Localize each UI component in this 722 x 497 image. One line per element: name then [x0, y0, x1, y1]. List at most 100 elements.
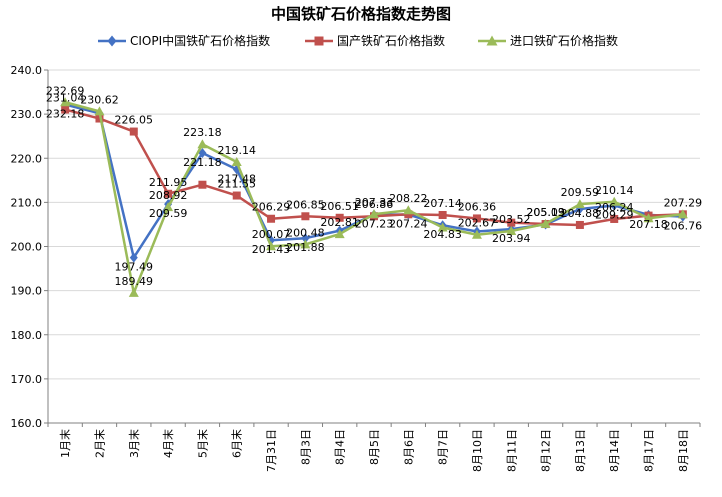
data-point [643, 213, 654, 223]
data-point [60, 97, 71, 107]
data-point [267, 214, 276, 223]
legend-label-2: 国产铁矿石价格指数 [337, 33, 445, 48]
data-label: 207.18 [629, 218, 668, 231]
legend-marker-3 [486, 35, 498, 46]
chart-title: 中国铁矿石价格指数走势图 [271, 5, 451, 23]
data-label: 202.81 [320, 216, 359, 229]
data-label: 206.51 [320, 200, 359, 213]
data-label: 208.22 [389, 192, 428, 205]
data-label: 205.09 [526, 206, 565, 219]
x-tick-label: 2月末 [92, 429, 106, 458]
x-tick-label: 8月14日 [608, 429, 621, 472]
legend-marker-1 [107, 35, 117, 47]
data-label: 197.49 [115, 261, 154, 274]
data-label: 226.05 [115, 114, 154, 127]
data-point [61, 105, 70, 114]
data-point [164, 189, 173, 198]
data-label: 204.83 [423, 228, 462, 241]
x-tick-label: 4月末 [161, 429, 175, 458]
data-label: 223.18 [183, 126, 222, 139]
data-point [232, 191, 241, 200]
data-label: 208.92 [149, 189, 188, 202]
x-tick-label: 8月6日 [402, 429, 415, 465]
data-label: 219.14 [217, 144, 256, 157]
data-point [575, 220, 584, 229]
data-point [266, 241, 277, 251]
data-label: 209.29 [595, 209, 634, 222]
data-label: 209.59 [149, 207, 188, 220]
data-label: 211.95 [149, 176, 188, 189]
data-point [301, 233, 310, 244]
data-point [231, 157, 242, 167]
data-point [129, 127, 138, 136]
data-label: 200.07 [252, 228, 291, 241]
x-tick-label: 8月3日 [299, 429, 312, 465]
data-label: 217.48 [217, 172, 256, 185]
data-point [574, 199, 585, 209]
y-tick-label: 190.0 [11, 285, 43, 298]
legend-label-1: CIOPI中国铁矿石价格指数 [130, 33, 270, 48]
data-label: 201.43 [252, 243, 291, 256]
data-point [540, 218, 551, 228]
data-label: 230.62 [80, 93, 119, 106]
data-point [95, 114, 104, 123]
data-point [163, 202, 174, 212]
data-label: 231.04 [46, 92, 85, 105]
y-tick-label: 160.0 [11, 417, 43, 430]
x-tick-label: 8月12日 [540, 429, 553, 472]
data-point [472, 214, 481, 223]
x-tick-label: 1月末 [58, 429, 72, 458]
y-tick-label: 240.0 [11, 64, 43, 77]
data-point [610, 214, 619, 223]
data-point [335, 213, 344, 222]
data-label: 221.18 [183, 156, 222, 169]
data-label: 207.23 [355, 218, 394, 231]
x-tick-label: 8月17日 [643, 429, 656, 472]
x-tick-label: 3月末 [127, 429, 141, 458]
data-point [609, 196, 620, 206]
x-tick-label: 8月18日 [677, 429, 690, 472]
data-label: 189.49 [115, 275, 154, 288]
data-label: 207.24 [389, 218, 428, 231]
data-point [300, 239, 311, 249]
x-tick-label: 8月5日 [368, 429, 381, 465]
legend-marker-2 [314, 36, 324, 46]
data-point [301, 212, 310, 221]
y-tick-label: 200.0 [11, 241, 43, 254]
x-tick-label: 7月31日 [265, 429, 278, 472]
data-point [403, 205, 414, 215]
y-tick-label: 230.0 [11, 108, 43, 121]
data-label: 207.33 [355, 196, 394, 209]
x-tick-label: 5月末 [195, 429, 209, 458]
data-label: 202.67 [458, 217, 497, 230]
data-point [198, 180, 207, 189]
data-point [94, 106, 105, 116]
data-point [506, 225, 517, 235]
y-tick-label: 220.0 [11, 152, 43, 165]
data-point [404, 210, 413, 219]
x-tick-label: 6月末 [230, 429, 244, 458]
data-label: 201.88 [286, 241, 325, 254]
legend-label-3: 进口铁矿石价格指数 [510, 33, 618, 48]
data-label: 211.55 [217, 178, 256, 191]
x-tick-label: 8月4日 [334, 429, 347, 465]
data-label: 206.76 [664, 220, 703, 233]
data-point [369, 209, 379, 219]
data-label: 200.48 [286, 226, 325, 239]
data-point [128, 287, 139, 297]
y-tick-label: 170.0 [11, 373, 43, 386]
data-label: 203.94 [492, 232, 531, 245]
data-label: 209.59 [561, 186, 600, 199]
data-label: 203.52 [492, 213, 531, 226]
data-label: 206.36 [458, 200, 497, 213]
x-tick-label: 8月7日 [437, 429, 450, 465]
data-point [437, 222, 448, 232]
y-tick-label: 180.0 [11, 329, 43, 342]
data-point [197, 139, 208, 149]
x-tick-label: 8月13日 [574, 429, 587, 472]
data-label: 204.88 [561, 207, 600, 220]
x-tick-label: 8月11日 [505, 429, 518, 472]
data-label: 232.69 [46, 84, 85, 97]
